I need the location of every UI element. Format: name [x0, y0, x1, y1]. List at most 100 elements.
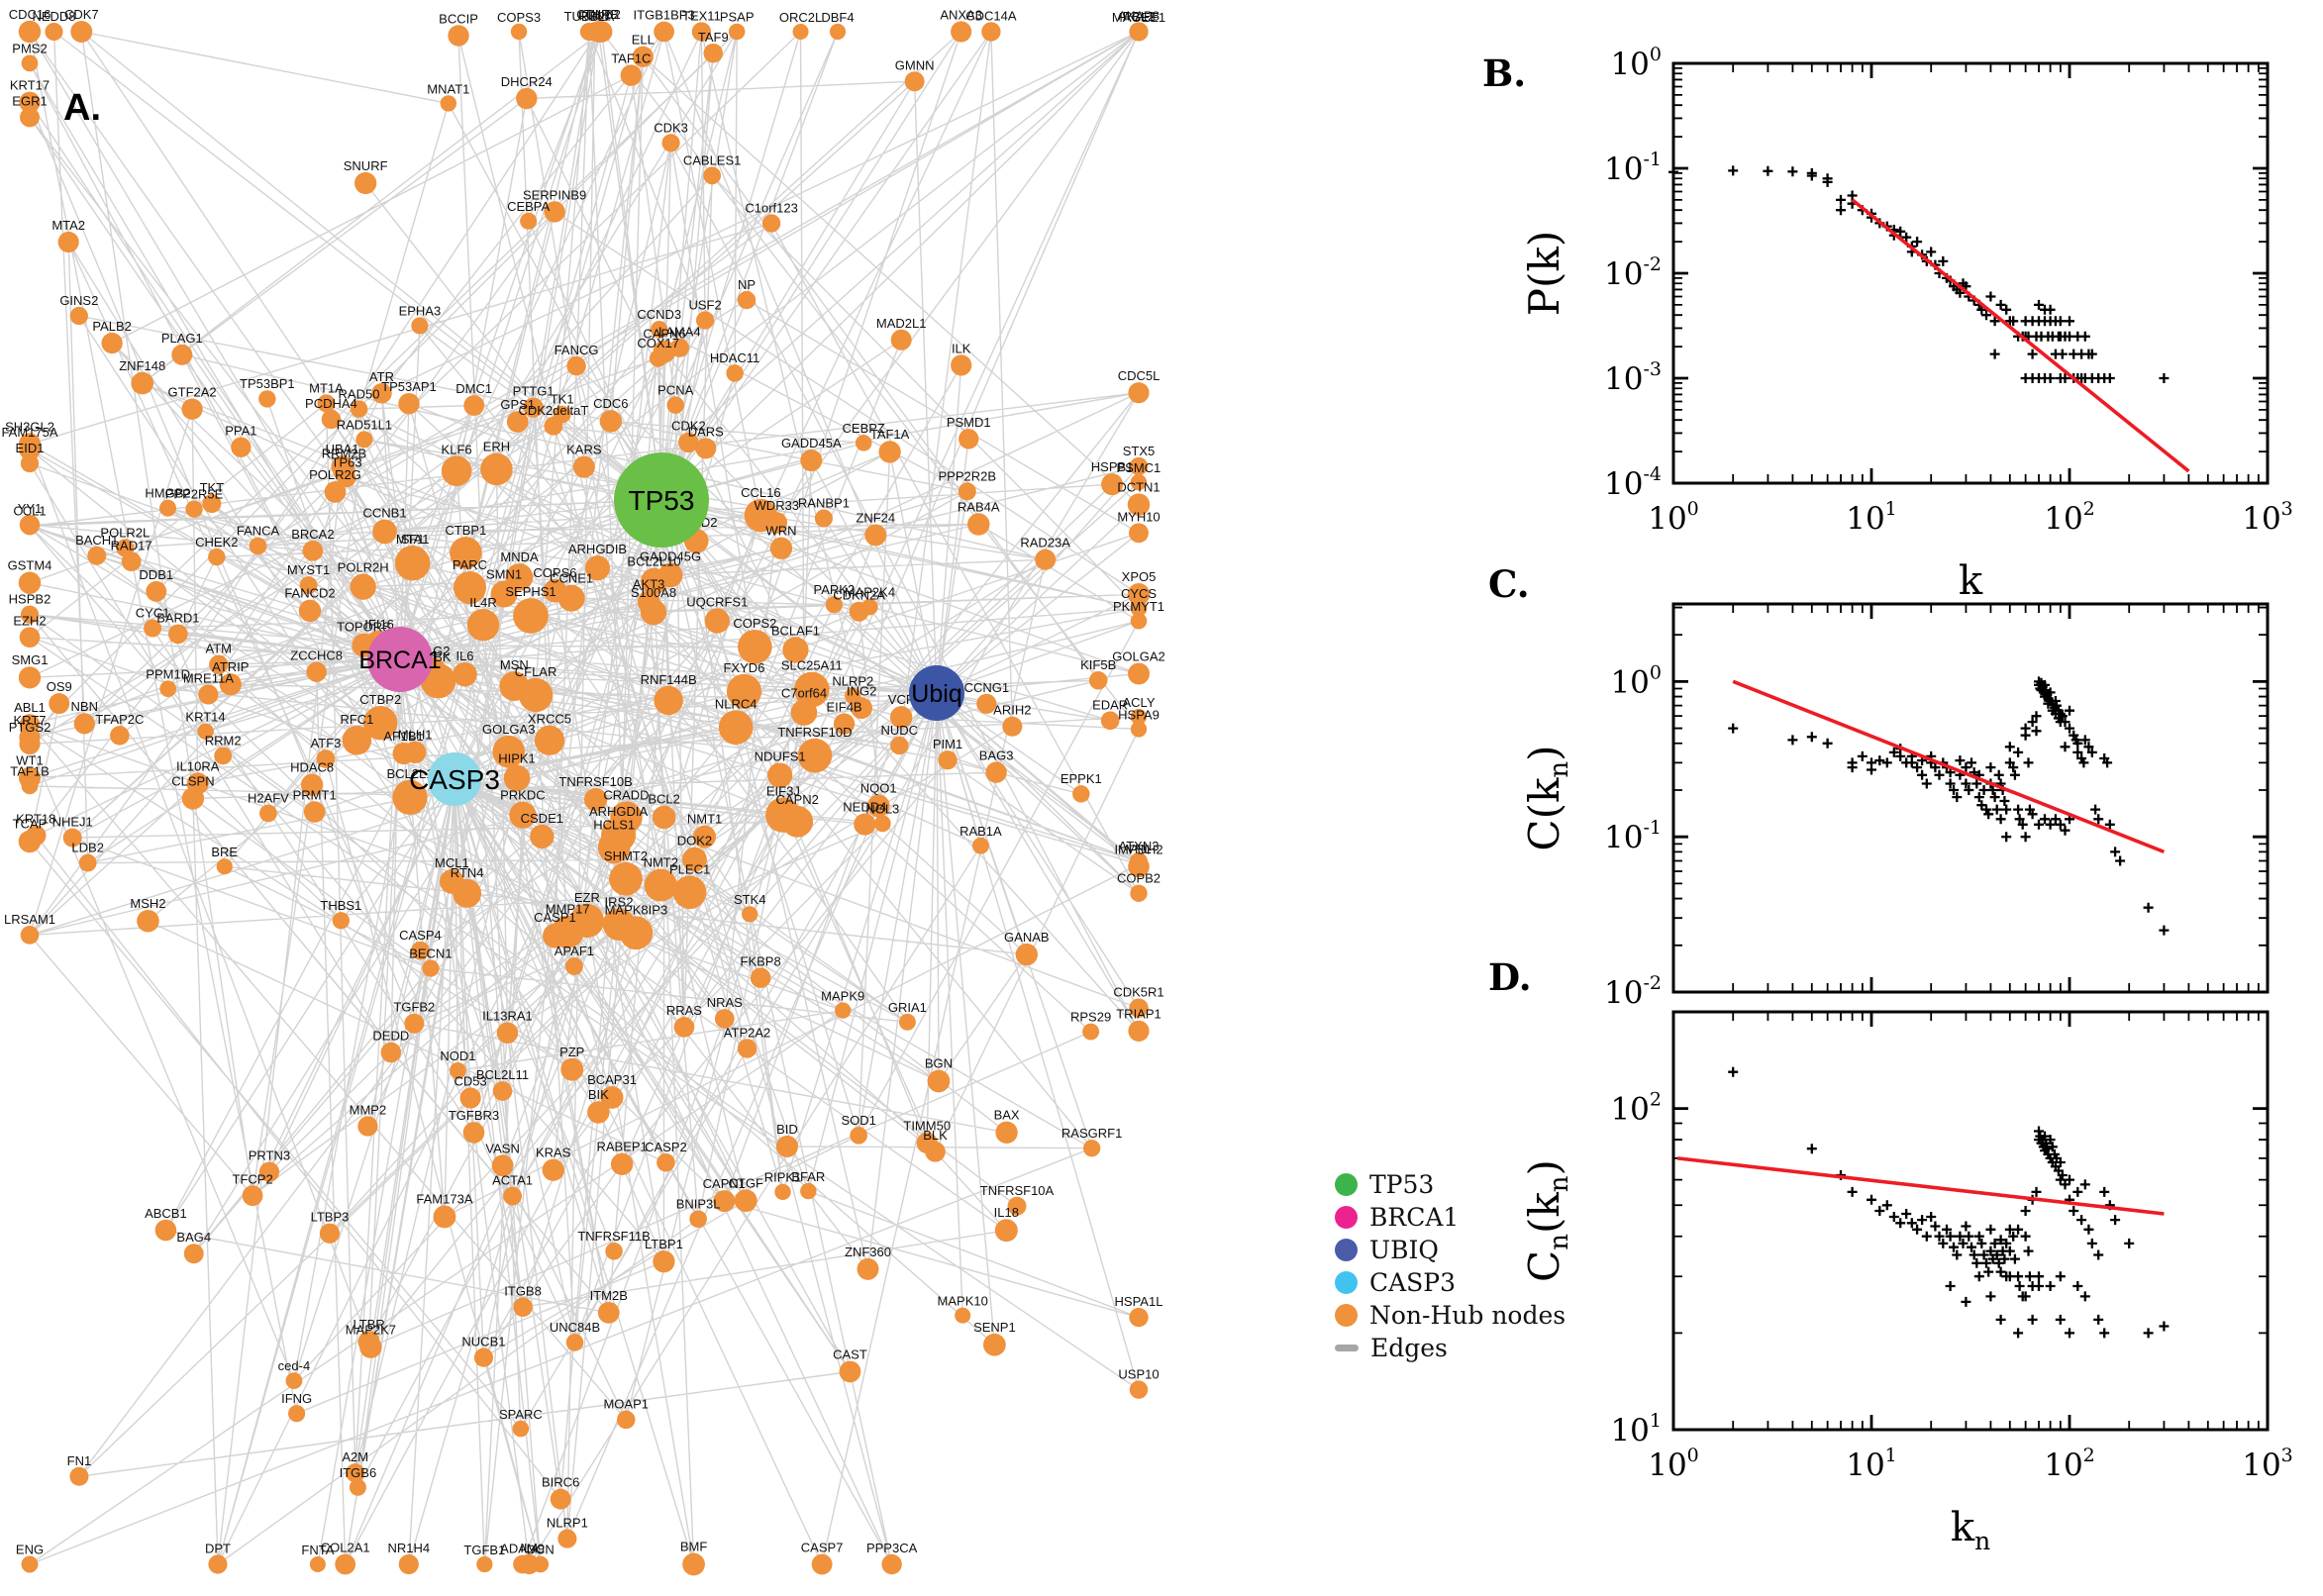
- hub-node-ubiq: [909, 665, 964, 721]
- network-node-label: CCNG1: [964, 680, 1010, 695]
- network-node: [372, 519, 397, 545]
- network-node-label: TP53AP1: [381, 379, 437, 394]
- network-node: [672, 875, 707, 910]
- network-node: [398, 1553, 419, 1575]
- network-node-label: CLSPN: [171, 773, 214, 788]
- network-node-label: TFAP2C: [95, 712, 144, 727]
- network-node-label: BAG4: [176, 1230, 211, 1245]
- network-node: [587, 1101, 610, 1124]
- network-node-label: CCL16: [741, 485, 780, 500]
- network-node: [951, 354, 972, 376]
- network-node: [317, 394, 336, 413]
- network-node: [644, 868, 677, 902]
- network-node-label: BECN1: [409, 946, 452, 960]
- network-node: [19, 91, 41, 113]
- network-node-label: ITGB1BP3: [634, 8, 695, 23]
- y-axis-title: C(kn): [1520, 745, 1574, 850]
- network-node: [704, 608, 730, 634]
- network-node-label: PCDHA4: [305, 396, 357, 411]
- network-node-label: BID: [776, 1122, 798, 1137]
- network-node: [181, 398, 203, 420]
- network-node-label: IFNG: [281, 1391, 312, 1406]
- network-node: [231, 437, 252, 457]
- network-node: [641, 567, 668, 595]
- network-node: [1129, 1307, 1149, 1328]
- network-node-label: POLR2H: [338, 560, 389, 575]
- network-node: [453, 661, 477, 687]
- network-node: [49, 693, 70, 715]
- network-node: [959, 429, 979, 449]
- network-node: [309, 1555, 326, 1573]
- network-node-label: ILK: [952, 341, 971, 355]
- network-node: [411, 317, 429, 335]
- network-node: [73, 713, 95, 735]
- network-node-label: ZNF360: [845, 1245, 891, 1259]
- network-node-label: IFI16: [364, 617, 394, 632]
- network-node-label: SH3GL2: [5, 419, 54, 434]
- network-node: [18, 433, 42, 455]
- network-node-label: CD53: [454, 1073, 487, 1088]
- network-node: [534, 725, 565, 755]
- y-tick-label: 10-2: [1604, 972, 1662, 1011]
- network-node: [208, 548, 226, 566]
- network-node-label: PTGS2: [9, 720, 51, 735]
- network-node: [516, 87, 538, 110]
- network-node: [1128, 1020, 1150, 1042]
- network-node: [695, 311, 715, 330]
- y-axis-title: Cn(kn): [1520, 1159, 1574, 1282]
- network-node-label: STK4: [734, 892, 766, 907]
- network-node: [168, 624, 188, 645]
- network-node: [520, 212, 538, 230]
- network-node-label: USP10: [1118, 1366, 1159, 1381]
- network-node-label: DDB1: [139, 567, 173, 582]
- network-node: [881, 1553, 902, 1575]
- network-node-label: CDC6: [593, 396, 628, 411]
- network-node: [69, 1466, 89, 1486]
- network-node-label: BNIP3L: [676, 1196, 721, 1211]
- network-node: [1002, 716, 1023, 737]
- network-node-label: GTF2A2: [168, 385, 217, 400]
- network-node: [463, 395, 485, 416]
- network-node-label: NOL3: [865, 801, 899, 816]
- network-node: [851, 697, 873, 720]
- fit-line: [1732, 679, 2166, 854]
- network-node-label: IL13RA1: [482, 1009, 533, 1024]
- network-node: [302, 541, 324, 561]
- network-node-label: TGFB1: [463, 1543, 505, 1557]
- network-node: [453, 878, 482, 908]
- network-node: [661, 134, 680, 152]
- scatter-points: [1728, 676, 2170, 936]
- network-node: [144, 619, 162, 638]
- network-node-label: RRM2B: [322, 446, 367, 460]
- network-node: [761, 214, 781, 233]
- network-node: [411, 941, 430, 960]
- network-node: [1082, 1023, 1100, 1041]
- network-node-label: ING2: [847, 683, 876, 698]
- x-axis-title: k: [1959, 558, 1983, 604]
- network-node-label: TUBB2A: [564, 9, 615, 24]
- network-node: [18, 571, 42, 594]
- network-node: [994, 1219, 1018, 1243]
- network-node-label: BIK: [588, 1087, 609, 1102]
- network-node: [637, 590, 660, 614]
- network-node: [713, 1190, 736, 1213]
- network-node: [544, 416, 563, 436]
- network-node-label: GANAB: [1004, 930, 1050, 945]
- network-node-label: NOD1: [440, 1048, 475, 1063]
- network-node-label: CFLAR: [515, 664, 557, 679]
- network-node-label: BFAR: [791, 1169, 825, 1184]
- network-node-label: C7orf64: [781, 685, 827, 700]
- network-node: [971, 837, 989, 854]
- network-node-label: PPP2R5E: [165, 487, 224, 502]
- network-node-label: SLC25A11: [781, 658, 843, 673]
- network-node: [512, 1420, 530, 1438]
- network-node-label: ACTA1: [492, 1173, 533, 1188]
- network-node: [734, 1189, 758, 1213]
- network-node-label: NEDD8: [32, 9, 75, 24]
- network-node-label: CASP7: [801, 1541, 844, 1555]
- network-node-label: NMT2: [644, 854, 678, 869]
- network-node-label: RAD50: [339, 386, 380, 401]
- network-node-label: XRCC5: [528, 712, 571, 727]
- network-node-label: WRN: [765, 524, 796, 539]
- network-node-label: GSTM4: [8, 558, 52, 573]
